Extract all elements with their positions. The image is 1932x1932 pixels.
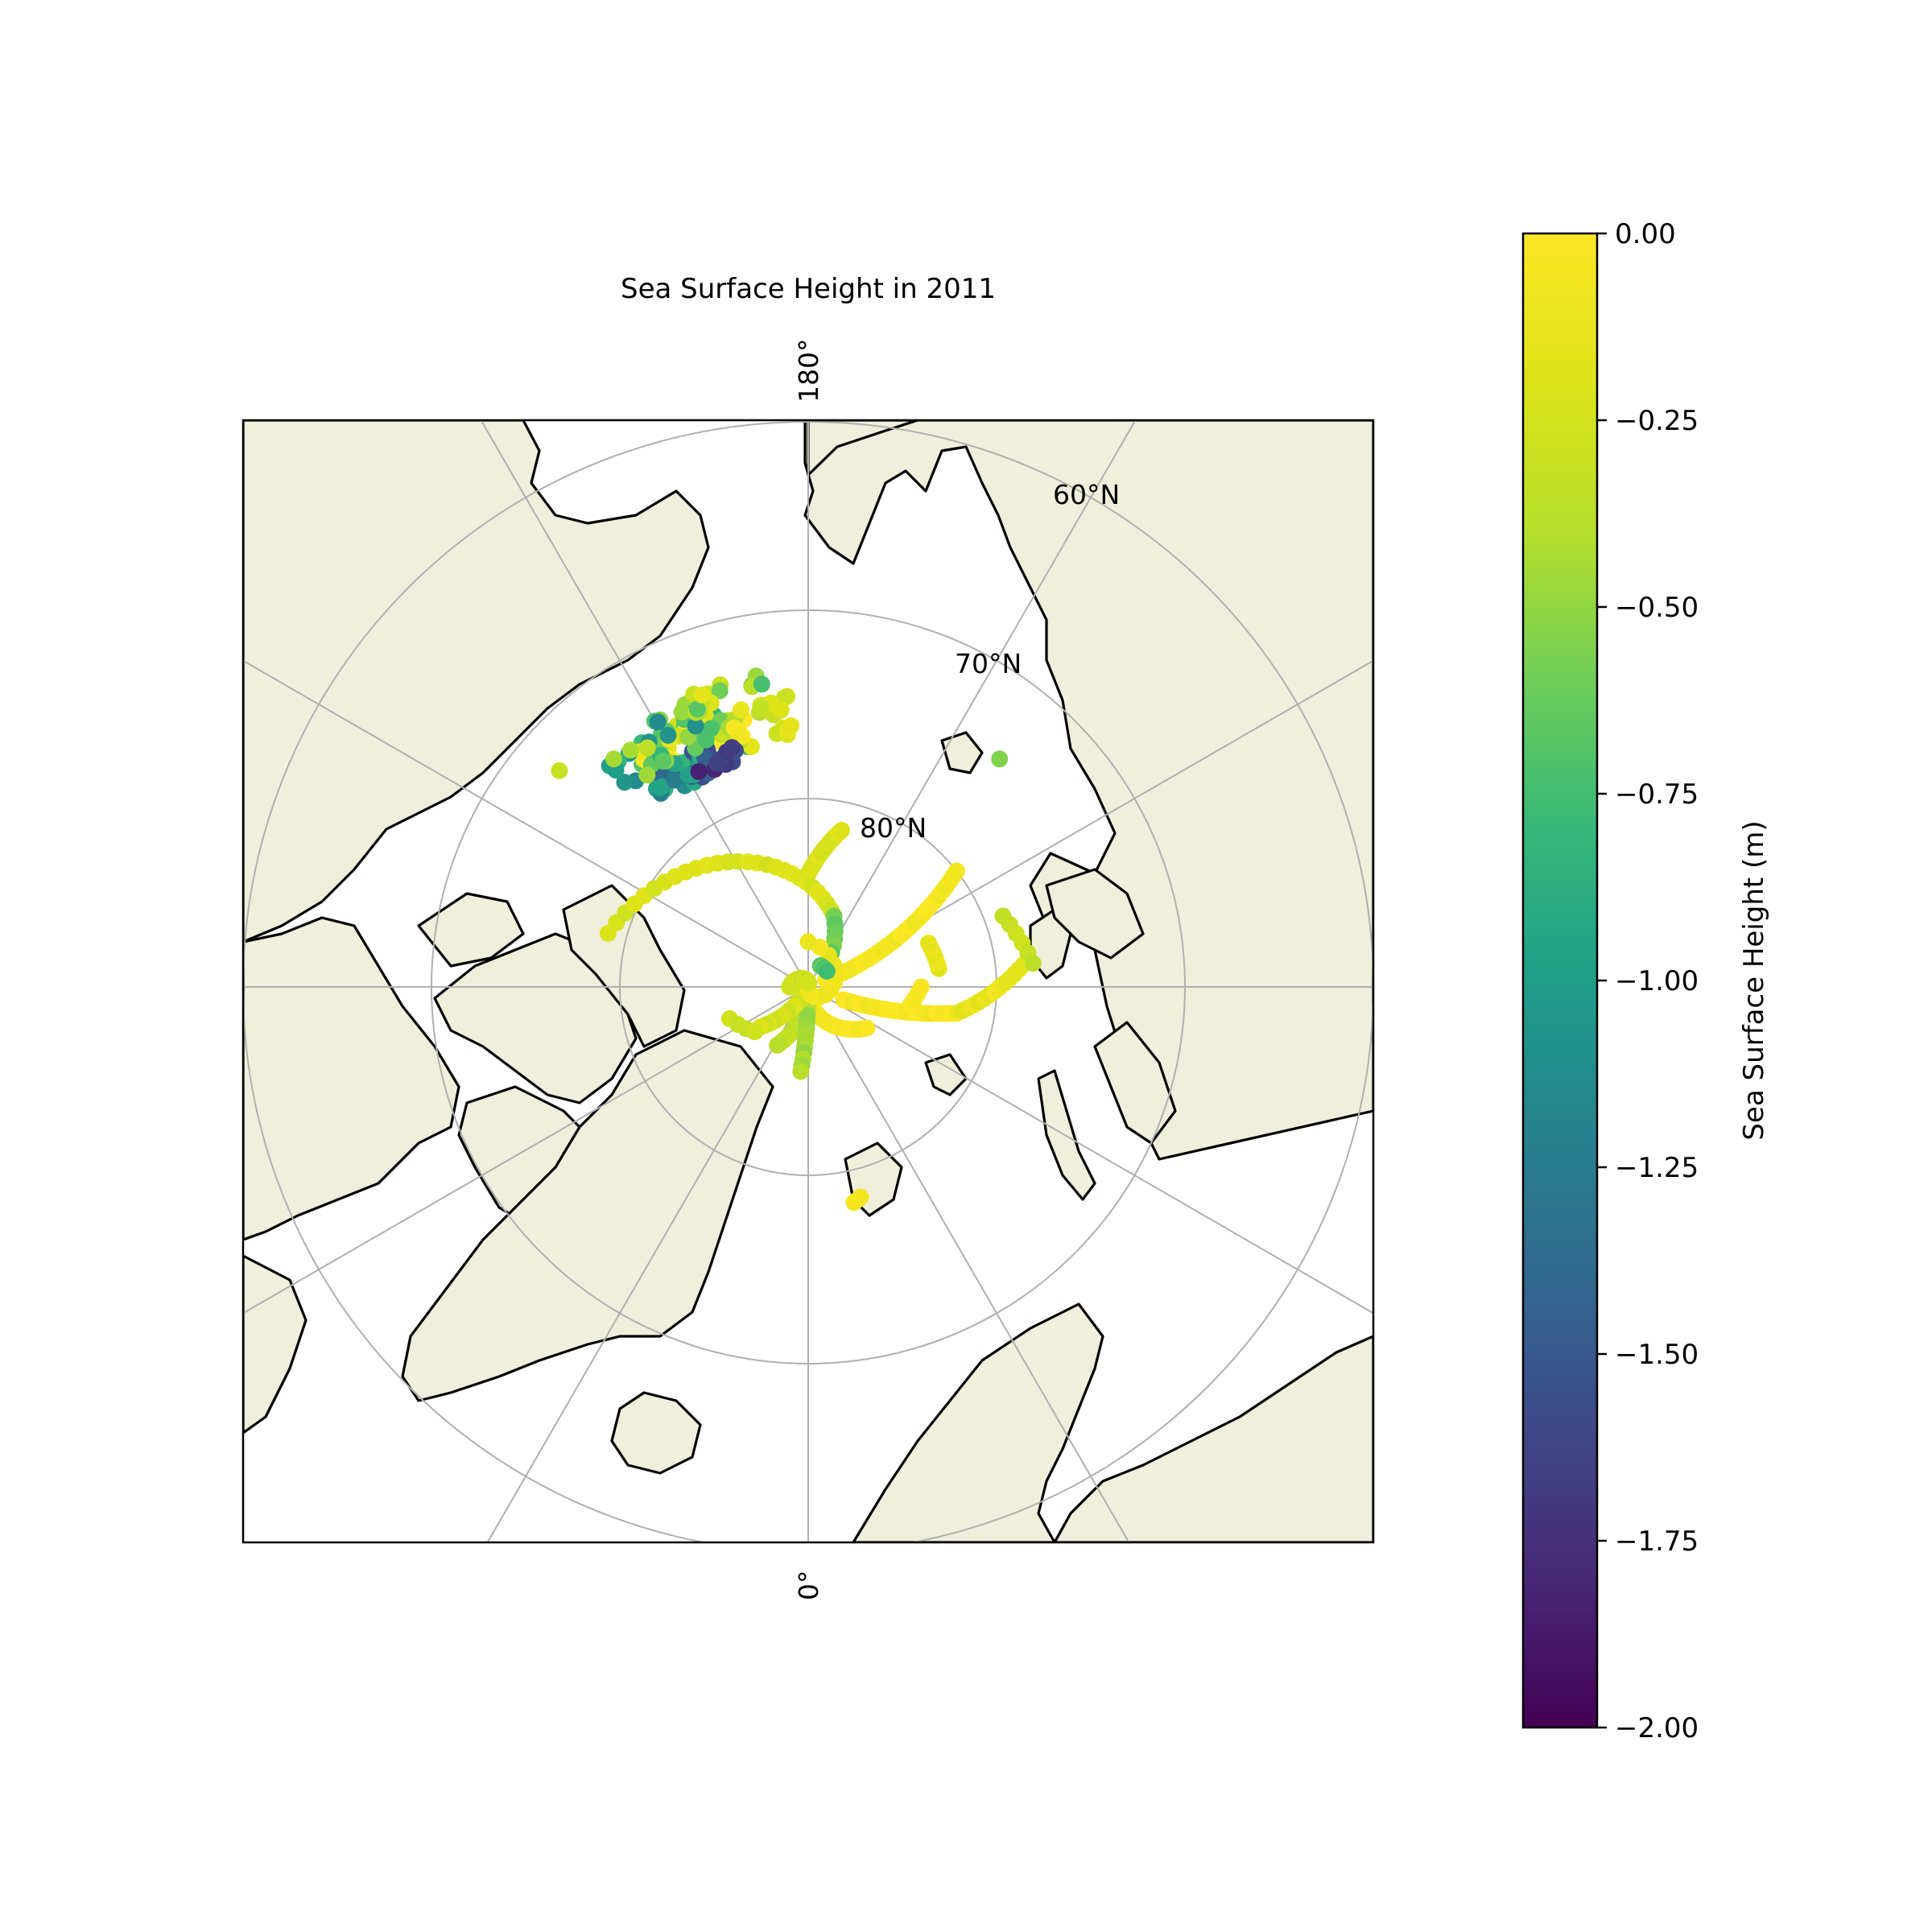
data-point	[1024, 955, 1042, 972]
data-point	[673, 704, 691, 720]
parallel-label-60: 60°N	[1053, 479, 1120, 510]
land-canada	[243, 916, 460, 1241]
land-new-siberian	[940, 731, 984, 774]
data-point	[621, 741, 639, 759]
data-point	[638, 766, 656, 784]
colorbar-tick-label: −1.00	[1615, 965, 1699, 997]
land-iceland	[610, 1391, 702, 1475]
land-taymyr	[1045, 868, 1145, 960]
data-point	[769, 1036, 786, 1054]
data-point	[832, 821, 850, 839]
data-point	[605, 750, 622, 768]
data-point	[920, 935, 937, 952]
data-point	[733, 701, 749, 719]
land-russia-west	[1053, 1335, 1373, 1542]
data-point	[551, 762, 568, 779]
data-point	[912, 978, 930, 996]
colorbar-tick-label: −1.75	[1615, 1525, 1699, 1558]
map-panel: 60°N 70°N 80°N 180° 0°	[242, 339, 1375, 1601]
data-point	[991, 750, 1009, 768]
land-eurasia-east	[803, 420, 1373, 1161]
data-point	[799, 933, 817, 951]
data-point	[800, 974, 818, 992]
colorbar-tick-label: −0.50	[1615, 592, 1699, 624]
colorbar: 0.00 −0.25 −0.50 −0.75 −1.00 −1.25 −1.50 −1.75 −…	[1521, 218, 1770, 1744]
data-point	[858, 1019, 876, 1037]
data-point	[723, 739, 741, 757]
land-arctic-archipelago	[433, 932, 638, 1104]
data-point	[772, 701, 790, 719]
meridian-label-bottom: 0°	[793, 1571, 824, 1601]
land-labrador	[243, 1254, 308, 1435]
colorbar-label: Sea Surface Height (m)	[1738, 820, 1770, 1140]
colorbar-tick-label: −1.25	[1615, 1152, 1699, 1184]
parallel-label-80: 80°N	[860, 812, 927, 844]
colorbar-tick-label: −0.75	[1615, 778, 1699, 811]
data-point	[651, 778, 669, 796]
land-greenland	[401, 1029, 774, 1402]
colorbar-ticks: 0.00 −0.25 −0.50 −0.75 −1.00 −1.25 −1.50 −1.75 −…	[1597, 218, 1699, 1744]
meridian-label-top: 180°	[793, 339, 824, 403]
data-point	[666, 771, 683, 789]
data-point	[752, 698, 770, 716]
colorbar-tick-label: −2.00	[1615, 1712, 1699, 1744]
colorbar-gradient	[1521, 232, 1599, 1729]
colorbar-tick-label: −1.50	[1615, 1339, 1699, 1371]
land-victoria	[417, 892, 525, 968]
map-title: Sea Surface Height in 2011	[621, 273, 996, 305]
scatter-layer	[551, 667, 1042, 1212]
data-point	[697, 731, 715, 749]
data-point	[659, 726, 677, 744]
data-point	[792, 1063, 810, 1080]
land-layer	[243, 420, 1373, 1542]
data-point	[649, 713, 667, 731]
land-novaya-zemlya	[1037, 1069, 1096, 1201]
data-point	[638, 739, 656, 757]
data-point	[654, 753, 672, 770]
data-point	[616, 774, 634, 791]
data-point	[687, 717, 704, 735]
data-point	[693, 686, 711, 704]
map-frame	[242, 419, 1375, 1544]
land-alaska	[243, 420, 710, 943]
parallel-label-70: 70°N	[955, 648, 1022, 679]
data-point	[690, 763, 708, 781]
colorbar-tick-label: 0.00	[1615, 218, 1676, 250]
data-point	[711, 682, 729, 700]
data-point	[947, 862, 965, 880]
data-point	[852, 1188, 869, 1206]
data-point	[746, 1023, 764, 1041]
data-point	[782, 717, 800, 735]
land-franz-josef	[924, 1053, 968, 1096]
data-point	[708, 754, 726, 772]
land-yamal	[1093, 1021, 1177, 1145]
colorbar-tick-label: −0.25	[1615, 405, 1699, 437]
data-point	[731, 727, 749, 745]
data-point	[818, 962, 836, 980]
data-point	[688, 700, 706, 718]
data-point	[753, 675, 770, 693]
